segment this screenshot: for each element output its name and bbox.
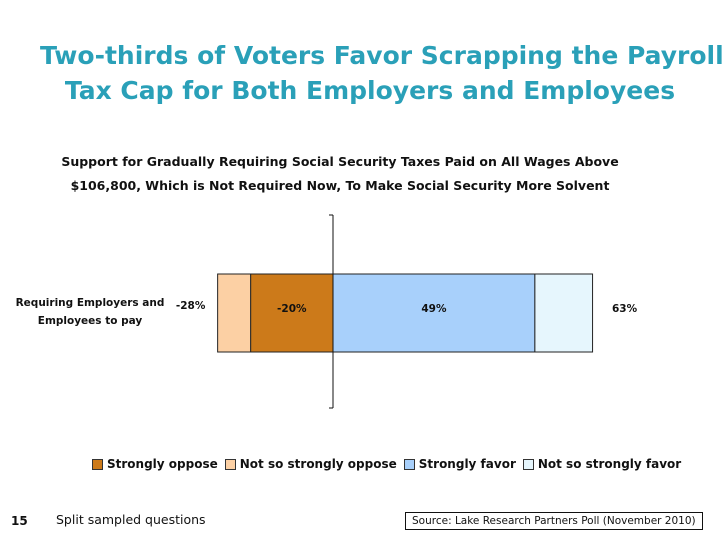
bar-not-so-strongly-oppose — [217, 273, 252, 353]
chart-title: Support for Gradually Requiring Social S… — [40, 150, 640, 198]
category-label-line-2: Employees to pay — [38, 315, 143, 327]
bar-strongly-favor — [332, 273, 536, 353]
legend-swatch-strongly-favor — [403, 458, 415, 470]
bar-not-so-strongly-favor — [534, 273, 594, 353]
slide-title: Two-thirds of Voters Favor Scrapping the… — [40, 38, 724, 108]
total-favor-label: 63% — [612, 303, 638, 315]
legend-label-strongly-oppose: Strongly oppose — [107, 457, 218, 471]
source-box: Source: Lake Research Partners Poll (Nov… — [405, 512, 703, 530]
legend-swatch-not-so-strongly-oppose — [224, 458, 236, 470]
legend-item-strongly-oppose: Strongly oppose — [92, 457, 218, 471]
legend-item-not-so-strongly-favor: Not so strongly favor — [522, 457, 682, 471]
chart-title-line-2: $106,800, Which is Not Required Now, To … — [70, 178, 610, 193]
strongly-oppose-label: -20% — [277, 303, 307, 315]
chart-title-line-1: Support for Gradually Requiring Social S… — [61, 154, 619, 169]
legend-label-strongly-favor: Strongly favor — [418, 457, 516, 471]
title-line-1: Two-thirds of Voters Favor Scrapping the… — [40, 41, 724, 70]
title-line-2: Tax Cap for Both Employers and Employees — [64, 76, 676, 105]
chart-legend: Strongly oppose Not so strongly oppose S… — [92, 457, 688, 471]
legend-label-not-so-strongly-favor: Not so strongly favor — [537, 457, 682, 471]
legend-item-not-so-strongly-oppose: Not so strongly oppose — [224, 457, 397, 471]
total-oppose-label: -28% — [176, 300, 206, 312]
legend-swatch-strongly-oppose — [92, 458, 103, 470]
bar-group — [217, 273, 594, 353]
legend-swatch-not-so-strongly-favor — [522, 458, 534, 470]
footer-note: Split sampled questions — [56, 512, 206, 527]
legend-item-strongly-favor: Strongly favor — [403, 457, 516, 471]
slide-number: 15 — [11, 514, 28, 528]
legend-label-not-so-strongly-oppose: Not so strongly oppose — [239, 457, 397, 471]
category-label-line-1: Requiring Employers and — [16, 297, 165, 309]
strongly-favor-label: 49% — [421, 303, 447, 315]
